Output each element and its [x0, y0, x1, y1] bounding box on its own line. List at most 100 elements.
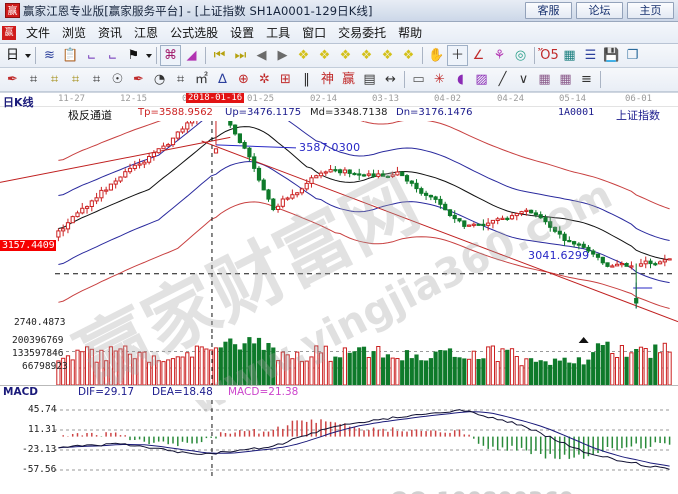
circle-gann-icon[interactable]: ◔	[149, 69, 170, 90]
fan-tool-icon[interactable]: ⚘	[489, 45, 510, 66]
square-web-icon[interactable]: ⊞	[275, 69, 296, 90]
grid-lines-icon[interactable]: ⌗	[170, 69, 191, 90]
gann-grid-icon[interactable]: ⌗	[23, 69, 44, 90]
crosshair-icon[interactable]: ＋	[447, 45, 468, 66]
title-bar-buttons: 客服 论坛 主页	[525, 2, 674, 19]
menu-item-tools[interactable]: 工具	[266, 26, 291, 40]
zigzag-icon[interactable]: ∨	[513, 69, 534, 90]
first-page-icon[interactable]: ⏮	[209, 45, 230, 66]
pattern-scan-icon[interactable]: ⌘	[160, 45, 181, 66]
calculator-icon[interactable]: ▦	[559, 45, 580, 66]
menu-item-news[interactable]: 资讯	[98, 26, 123, 40]
ying-grid-icon[interactable]: 赢	[338, 69, 359, 90]
trend-lines-icon[interactable]: ╱	[492, 69, 513, 90]
pane-divider	[0, 385, 678, 386]
next-icon[interactable]: ▶	[272, 45, 293, 66]
clipboard-icon: 📋	[62, 48, 79, 63]
diamond-4-icon[interactable]: ❖	[356, 45, 377, 66]
scribble-chart-icon[interactable]: ≋	[39, 45, 60, 66]
diamond-6-icon[interactable]: ❖	[398, 45, 419, 66]
copy-window-icon: ❐	[626, 48, 639, 63]
save-disk-icon: 💾	[603, 48, 620, 63]
menu-item-settings[interactable]: 设置	[230, 26, 255, 40]
toolbar-separator	[156, 47, 157, 64]
pen-point-icon[interactable]: ✒	[128, 69, 149, 90]
gann-f-icon[interactable]: ⌗	[86, 69, 107, 90]
volume-label-low: 66798923	[22, 361, 68, 372]
last-page-icon[interactable]: ⏭	[230, 45, 251, 66]
menu-item-formula-stock-pick[interactable]: 公式选股	[170, 26, 219, 40]
menu-item-file[interactable]: 文件	[26, 26, 51, 40]
star-burst-icon[interactable]: ✲	[254, 69, 275, 90]
parallel-lines-icon[interactable]: ≡	[576, 69, 597, 90]
wave3-icon[interactable]: ⨽	[81, 45, 102, 66]
dropdown-arrow-2-icon[interactable]	[144, 45, 153, 66]
gann-gold-1-icon: ⌗	[50, 72, 59, 87]
diamond-3-icon[interactable]: ❖	[335, 45, 356, 66]
measure-span-icon[interactable]: ↔	[380, 69, 401, 90]
macd-axis-1: 45.74	[28, 404, 57, 415]
save-disk-icon[interactable]: 💾	[601, 45, 622, 66]
macd-axis-4: -57.56	[22, 464, 57, 475]
flag-marker-icon[interactable]: ⚑	[123, 45, 144, 66]
crosshair-icon: ＋	[450, 48, 464, 63]
clipboard-icon[interactable]: 📋	[60, 45, 81, 66]
dropdown-arrow-icon[interactable]	[23, 45, 32, 66]
forum-button[interactable]: 论坛	[576, 2, 623, 19]
hand-pan-icon[interactable]: ✋	[426, 45, 447, 66]
brain-analysis-icon[interactable]: ◎	[510, 45, 531, 66]
menu-item-gann[interactable]: 江恩	[134, 26, 159, 40]
volume-pane[interactable]: 200396769 133597846 66798923	[0, 335, 678, 385]
diamond-2-icon[interactable]: ❖	[314, 45, 335, 66]
homepage-button[interactable]: 主页	[627, 2, 674, 19]
target-icon[interactable]: ⊕	[233, 69, 254, 90]
parallel-lines-icon: ≡	[581, 72, 592, 87]
gann-gold-1-icon[interactable]: ⌗	[44, 69, 65, 90]
calendar-period-icon[interactable]: 日	[2, 45, 23, 66]
angle-tool-icon: ∆	[218, 72, 227, 87]
price-chart-svg	[0, 121, 678, 335]
color-flag-icon[interactable]: ◢	[181, 45, 202, 66]
grid-fine-icon[interactable]: ▦	[534, 69, 555, 90]
spiral-icon[interactable]: ☉	[107, 69, 128, 90]
calendar-21-icon[interactable]: Ὄ5	[538, 45, 559, 66]
n-square-icon[interactable]: ㎡	[191, 69, 212, 90]
brain-analysis-icon: ◎	[514, 48, 527, 63]
copy-window-icon[interactable]: ❐	[622, 45, 643, 66]
diamond-3-icon: ❖	[339, 48, 352, 63]
menu-item-trade-entrust[interactable]: 交易委托	[338, 26, 387, 40]
ruler-icon[interactable]: ▤	[359, 69, 380, 90]
report-icon[interactable]: ☰	[580, 45, 601, 66]
indicator-up: Up=3476.1175	[225, 107, 302, 118]
gann-gold-2-icon[interactable]: ⌗	[65, 69, 86, 90]
symbol-name: 上证指数	[616, 109, 660, 122]
compass-draw-icon: ∠	[472, 48, 485, 63]
toolbar-separator	[600, 71, 601, 88]
customer-service-button[interactable]: 客服	[525, 2, 572, 19]
fan-red-icon[interactable]: ✳	[429, 69, 450, 90]
chart-region[interactable]: 赢家财富网 www.yingjia360.com QQ:100800360 11…	[0, 92, 678, 494]
bar-tick-icon[interactable]: ‖	[296, 69, 317, 90]
diamond-5-icon[interactable]: ❖	[377, 45, 398, 66]
menu-item-help[interactable]: 帮助	[398, 26, 423, 40]
angle-tool-icon[interactable]: ∆	[212, 69, 233, 90]
menu-item-window[interactable]: 窗口	[302, 26, 327, 40]
gann-f-icon: ⌗	[92, 72, 101, 87]
rectangle-tool-icon[interactable]: ▭	[408, 69, 429, 90]
menu-item-browse[interactable]: 浏览	[62, 26, 87, 40]
wave9-icon[interactable]: ⨽	[102, 45, 123, 66]
pen-draw-icon[interactable]: ✒	[2, 69, 23, 90]
diamond-1-icon[interactable]: ❖	[293, 45, 314, 66]
star-burst-icon: ✲	[259, 72, 270, 87]
grid-fine-2-icon[interactable]: ▦	[555, 69, 576, 90]
macd-chart-svg	[54, 400, 672, 480]
compass-draw-icon[interactable]: ∠	[468, 45, 489, 66]
first-page-icon: ⏮	[213, 48, 226, 63]
arc-fan-icon[interactable]: ◖	[450, 69, 471, 90]
shen-grid-icon[interactable]: 神	[317, 69, 338, 90]
prev-icon[interactable]: ◀	[251, 45, 272, 66]
price-pane[interactable]: 3157.4409 2740.4873 3587.0300 3041.6299	[0, 121, 678, 335]
box-fan-icon[interactable]: ▨	[471, 69, 492, 90]
macd-pane[interactable]: 45.74 11.31 -23.13 -57.56	[0, 400, 678, 480]
pen-draw-icon: ✒	[7, 72, 18, 87]
